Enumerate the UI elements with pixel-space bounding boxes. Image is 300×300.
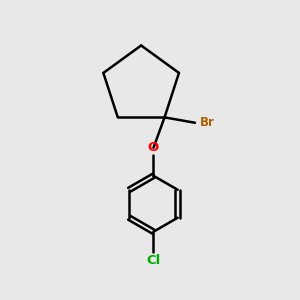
Text: O: O (148, 141, 159, 154)
Text: Br: Br (200, 116, 214, 129)
Text: Cl: Cl (146, 254, 161, 267)
